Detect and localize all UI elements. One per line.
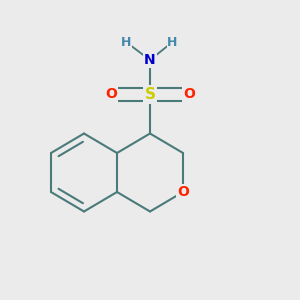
Text: O: O	[183, 88, 195, 101]
Text: H: H	[121, 35, 131, 49]
Text: N: N	[144, 53, 156, 67]
Text: H: H	[167, 35, 178, 49]
Text: O: O	[105, 88, 117, 101]
Text: O: O	[177, 185, 189, 199]
Text: S: S	[145, 87, 155, 102]
